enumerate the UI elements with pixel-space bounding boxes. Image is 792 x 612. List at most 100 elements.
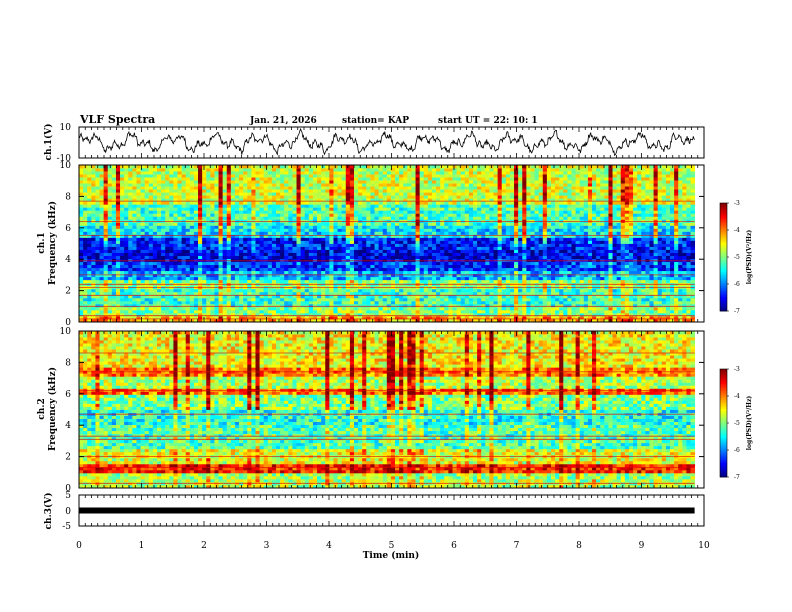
ch1-spectrogram-cell xyxy=(382,222,388,226)
ch1-spectrogram-cell xyxy=(407,312,412,317)
ch1-spectrogram-cell xyxy=(448,264,453,269)
ch1-spectrogram-cell xyxy=(276,267,281,272)
ch1-spectrogram-cell xyxy=(181,246,187,250)
ch1-spectrogram-cell xyxy=(579,267,585,272)
ch1-spectrogram-cell xyxy=(436,294,441,299)
ch1-spectrogram-cell xyxy=(468,279,474,284)
ch1-spectrogram-cell xyxy=(374,306,379,311)
ch1-spectrogram-cell xyxy=(657,294,663,299)
ch1-spectrogram-cell xyxy=(604,294,609,299)
ch1-spectrogram-cell xyxy=(460,297,466,302)
ch1-spectrogram-cell xyxy=(329,294,334,299)
ch1-spectrogram-cell xyxy=(637,249,642,253)
ch1-spectrogram-cell xyxy=(645,264,650,269)
ch1-spectrogram-cell xyxy=(337,258,343,263)
ch1-spectrogram-cell xyxy=(473,306,478,311)
ch1-spectrogram-cell xyxy=(378,237,384,241)
ch1-spectrogram-cell xyxy=(198,312,203,317)
ch1-spectrogram-cell xyxy=(173,273,178,278)
ch1-spectrogram-cell xyxy=(555,306,560,311)
ch1-spectrogram-cell xyxy=(624,249,630,253)
ch1-spectrogram-cell xyxy=(616,303,622,308)
ch1-spectrogram-cell xyxy=(91,231,96,235)
ch1-spectrogram-cell xyxy=(670,246,675,250)
ch1-spectrogram-cell xyxy=(353,291,359,296)
ch1-spectrogram-cell xyxy=(374,288,379,293)
ch1-spectrogram-cell xyxy=(226,219,232,223)
ch1-spectrogram-cell xyxy=(218,240,224,244)
ch1-spectrogram-cell xyxy=(440,270,445,275)
ch1-spectrogram-cell xyxy=(312,291,318,296)
ch1-spectrogram-cell xyxy=(349,309,355,314)
ch1-spectrogram-cell xyxy=(477,252,482,256)
ch1-spectrogram-cell xyxy=(514,231,519,235)
ch1-spectrogram-cell xyxy=(518,222,523,226)
ch1-spectrogram-cell xyxy=(341,306,347,311)
ch1-spectrogram-cell xyxy=(177,264,182,269)
ch1-spectrogram-cell xyxy=(493,249,499,253)
ch1-spectrogram-cell xyxy=(411,300,416,305)
ch1-spectrogram-cell xyxy=(214,267,219,272)
ch1-spectrogram-cell xyxy=(132,255,137,259)
ch1-spectrogram-cell xyxy=(382,291,388,296)
ch1-spectrogram-cell xyxy=(587,258,593,263)
ch1-spectrogram-cell xyxy=(284,312,289,317)
ch1-spectrogram-cell xyxy=(579,228,585,232)
ch1-spectrogram-cell xyxy=(546,279,552,284)
ch1-spectrogram-cell xyxy=(304,318,310,323)
ch1-spectrogram-cell xyxy=(456,222,462,226)
ch1-spectrogram-cell xyxy=(399,228,404,232)
ch1-spectrogram-cell xyxy=(276,249,281,253)
ch1-spectrogram-cell xyxy=(358,267,363,272)
ch1-spectrogram-cell xyxy=(674,237,679,241)
ch1-spectrogram-cell xyxy=(514,267,519,272)
ch1-spectrogram-cell xyxy=(559,255,564,259)
ch1-spectrogram-cell xyxy=(259,309,265,314)
ch1-spectrogram-cell xyxy=(518,267,523,272)
ch1-spectrogram-cell xyxy=(538,294,544,299)
ch1-spectrogram-cell xyxy=(255,225,260,229)
ch1-spectrogram-cell xyxy=(579,276,585,281)
ch1-spectrogram-cell xyxy=(530,318,535,323)
ch1-spectrogram-cell xyxy=(436,291,441,296)
ch1-spectrogram-cell xyxy=(230,261,236,266)
ch1-spectrogram-cell xyxy=(382,246,388,250)
ch1-spectrogram-cell xyxy=(444,297,449,302)
ch1-spectrogram-cell xyxy=(661,255,667,259)
ch1-spectrogram-cell xyxy=(234,222,240,226)
ch1-spectrogram-cell xyxy=(148,240,154,244)
ch1-spectrogram-cell xyxy=(111,222,117,226)
ch1-spectrogram-cell xyxy=(485,243,490,247)
ch1-spectrogram-cell xyxy=(148,318,154,323)
ch1-spectrogram-cell xyxy=(222,276,228,281)
ch1-spectrogram-cell xyxy=(95,297,100,302)
ch1-spectrogram-cell xyxy=(358,243,363,247)
ch1-spectrogram-cell xyxy=(177,309,182,314)
ch1-spectrogram-cell xyxy=(255,297,260,302)
ch1-spectrogram-cell xyxy=(505,231,511,235)
ch1-spectrogram-cell xyxy=(386,234,392,238)
ch1-spectrogram-cell xyxy=(206,291,211,296)
ch1-spectrogram-cell xyxy=(452,303,457,308)
ch1-spectrogram-cell xyxy=(222,297,228,302)
ch1-spectrogram-cell xyxy=(604,264,609,269)
ch1-spectrogram-cell xyxy=(592,270,597,275)
ch1-spectrogram-cell xyxy=(79,243,84,247)
ch1-spectrogram-cell xyxy=(583,252,589,256)
ch1-spectrogram-cell xyxy=(616,225,622,229)
ch1-spectrogram-cell xyxy=(620,276,626,281)
ch1-spectrogram-cell xyxy=(226,264,232,269)
ch1-spectrogram-cell xyxy=(87,237,92,241)
ch1-spectrogram-cell xyxy=(399,276,404,281)
ch1-spectrogram-cell xyxy=(550,249,556,253)
ch1-spectrogram-cell xyxy=(464,249,470,253)
ch1-spectrogram-cell xyxy=(427,237,433,241)
ch1-spectrogram-cell xyxy=(165,261,170,266)
ch1-spectrogram-cell xyxy=(140,312,146,317)
ch1-spectrogram-cell xyxy=(144,294,150,299)
ch1-spectrogram-cell xyxy=(653,240,659,244)
ch1-spectrogram-cell xyxy=(198,309,203,314)
ch1-spectrogram-cell xyxy=(312,276,318,281)
ch1-spectrogram-cell xyxy=(382,312,388,317)
ch1-spectrogram-cell xyxy=(604,303,609,308)
